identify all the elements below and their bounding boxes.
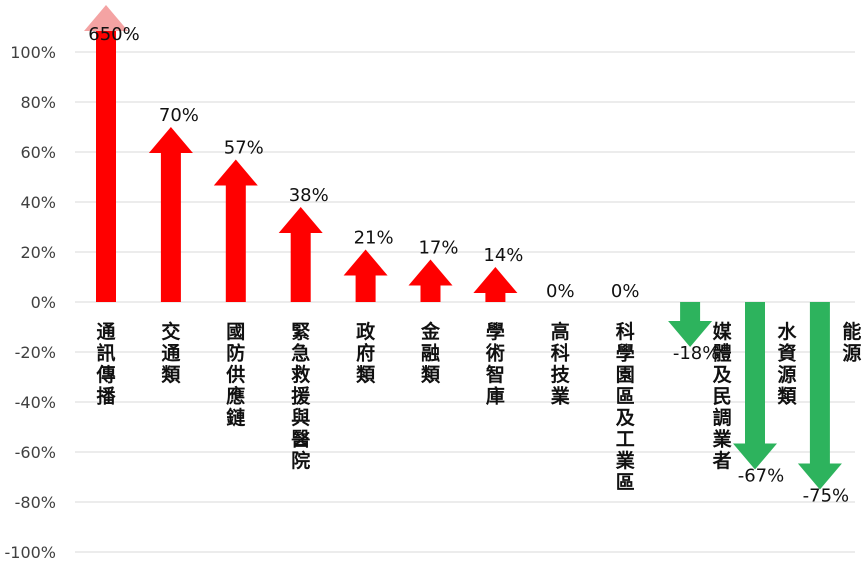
bar-arrow xyxy=(408,259,453,302)
bar-arrow xyxy=(473,267,518,302)
category-label: 交通類 xyxy=(160,320,181,386)
bar-arrowhead xyxy=(797,463,842,490)
bar-shaft xyxy=(680,302,701,322)
bar-arrowhead xyxy=(84,5,128,31)
bar-shaft xyxy=(809,302,830,465)
bar-arrow xyxy=(84,5,128,302)
bar-shaft xyxy=(160,152,181,302)
category-label: 緊急救援與醫院 xyxy=(291,321,311,472)
category-label: 國防供應鏈 xyxy=(225,321,245,429)
data-label: -67% xyxy=(738,466,785,487)
data-label: 57% xyxy=(224,138,264,159)
bar-arrow xyxy=(278,207,323,302)
y-tick-label: 60% xyxy=(20,143,56,162)
category-label: 科學園區及工業區 xyxy=(615,320,636,494)
bar-shaft xyxy=(225,184,246,302)
y-tick-label: -60% xyxy=(15,443,56,462)
y-tick-label: 40% xyxy=(20,193,56,212)
data-label: 38% xyxy=(289,185,329,206)
data-label: 21% xyxy=(354,228,394,249)
data-label: 17% xyxy=(418,238,458,259)
bar-arrowhead xyxy=(473,267,518,293)
bar-arrowhead xyxy=(343,249,388,276)
data-label: 650% xyxy=(88,24,139,45)
category-label: 水資源類 xyxy=(776,321,797,408)
y-tick-label: 80% xyxy=(20,93,56,112)
bar-arrowhead xyxy=(148,127,193,153)
y-tick-label: -40% xyxy=(15,393,56,412)
bar-arrow xyxy=(213,159,258,302)
data-label: 0% xyxy=(611,281,640,302)
y-tick-label: -20% xyxy=(15,343,56,362)
y-tick-label: 20% xyxy=(20,243,56,262)
bar-arrowhead xyxy=(733,443,777,470)
data-label: -75% xyxy=(803,486,850,507)
bar-arrow xyxy=(343,249,388,302)
bar-arrowhead xyxy=(278,207,323,233)
gridlines xyxy=(75,51,855,553)
category-label: 通訊傳播 xyxy=(95,321,116,408)
data-label: 14% xyxy=(483,245,523,266)
bar-arrowhead xyxy=(668,321,713,347)
category-label: 媒體及民調業者 xyxy=(712,321,733,472)
category-label: 學術智庫 xyxy=(485,321,505,408)
bar-arrowhead xyxy=(408,259,453,286)
data-label: 0% xyxy=(546,281,575,302)
bar-shaft xyxy=(96,30,116,302)
y-tick-label: 100% xyxy=(10,43,56,62)
y-tick-label: -100% xyxy=(4,543,56,561)
category-label: 金融類 xyxy=(420,320,441,386)
bar-shaft xyxy=(745,302,765,445)
bar-arrow xyxy=(733,302,777,470)
bar-arrow xyxy=(668,302,713,347)
bar-arrow xyxy=(148,127,193,302)
y-tick-label: -80% xyxy=(15,493,56,512)
category-label: 政府類 xyxy=(355,320,376,386)
category-label: 高科技業 xyxy=(550,320,571,408)
y-tick-label: 0% xyxy=(31,293,56,312)
data-label: 70% xyxy=(159,105,199,126)
bar-arrowhead xyxy=(213,159,258,186)
bar-shaft xyxy=(485,292,506,302)
data-label: -18% xyxy=(673,343,720,364)
bar-arrow xyxy=(797,302,842,490)
category-label: 能源 xyxy=(842,320,861,365)
bar-shaft xyxy=(355,274,376,302)
bar-shaft xyxy=(290,232,311,302)
bar-shaft xyxy=(420,284,441,302)
